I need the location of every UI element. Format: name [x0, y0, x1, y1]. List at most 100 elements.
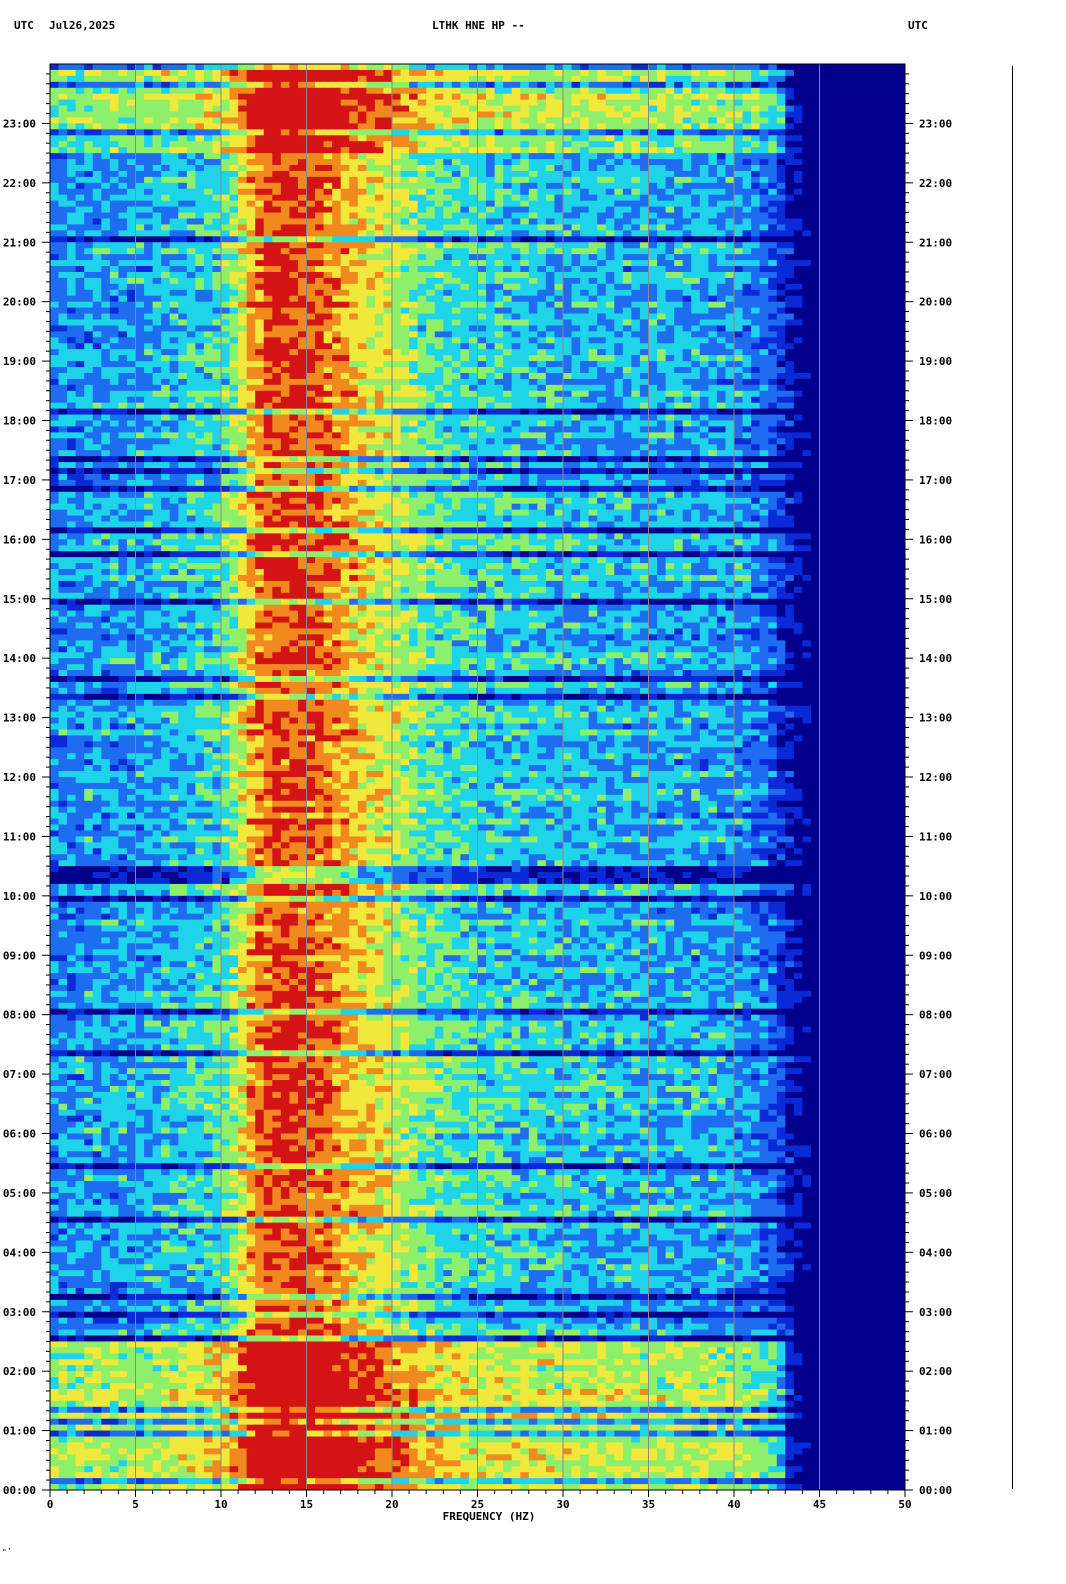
heatmap-cell: [537, 176, 547, 184]
heatmap-cell: [58, 343, 68, 350]
heatmap-cell: [674, 248, 684, 255]
heatmap-cell: [768, 123, 778, 130]
heatmap-cell: [451, 69, 461, 77]
heatmap-cell: [144, 218, 154, 226]
heatmap-cell: [417, 313, 427, 321]
heatmap-cell: [426, 81, 436, 89]
heatmap-cell: [605, 307, 615, 315]
heatmap-cell: [195, 212, 205, 220]
heatmap-cell: [802, 236, 812, 243]
heatmap-cell: [195, 295, 205, 303]
heatmap-cell: [768, 75, 778, 83]
heatmap-cell: [614, 301, 624, 309]
heatmap-cell: [494, 188, 504, 196]
heatmap-cell: [58, 337, 68, 344]
heatmap-cell: [340, 301, 350, 309]
heatmap-cell: [101, 325, 111, 332]
heatmap-cell: [768, 242, 778, 249]
heatmap-cell: [118, 75, 128, 83]
heatmap-cell: [819, 182, 829, 190]
heatmap-cell: [272, 218, 282, 226]
heatmap-cell: [144, 325, 154, 332]
heatmap-cell: [614, 289, 624, 297]
heatmap-cell: [280, 212, 290, 220]
heatmap-cell: [682, 325, 692, 332]
heatmap-cell: [614, 81, 624, 89]
heatmap-cell: [896, 200, 905, 208]
heatmap-cell: [468, 325, 479, 332]
heatmap-cell: [486, 87, 496, 95]
heatmap-cell: [263, 331, 273, 338]
heatmap-cell: [152, 87, 162, 95]
heatmap-cell: [161, 64, 171, 71]
heatmap-cell: [836, 93, 846, 101]
heatmap-cell: [862, 307, 872, 315]
heatmap-cell: [169, 105, 179, 113]
heatmap-cell: [426, 69, 436, 77]
heatmap-cell: [887, 224, 898, 231]
heatmap-cell: [785, 170, 795, 178]
heatmap-cell: [580, 81, 590, 89]
heatmap-cell: [67, 141, 77, 148]
heatmap-cell: [853, 230, 863, 237]
heatmap-cell: [135, 307, 145, 315]
heatmap-cell: [50, 343, 60, 350]
heatmap-cell: [186, 165, 196, 172]
heatmap-cell: [238, 188, 248, 196]
heatmap-cell: [896, 206, 905, 214]
heatmap-cell: [400, 230, 410, 237]
heatmap-cell: [357, 230, 367, 237]
heatmap-cell: [203, 99, 214, 107]
heatmap-cell: [896, 159, 905, 166]
heatmap-cell: [92, 81, 102, 89]
heatmap-cell: [520, 153, 530, 160]
heatmap-cell: [605, 75, 615, 83]
heatmap-cell: [460, 206, 470, 214]
heatmap-cell: [793, 206, 803, 214]
heatmap-cell: [657, 355, 667, 362]
heatmap-cell: [468, 200, 479, 208]
heatmap-cell: [528, 277, 538, 285]
heatmap-cell: [306, 117, 316, 125]
heatmap-cell: [50, 355, 60, 362]
heatmap-cell: [306, 218, 316, 226]
heatmap-cell: [870, 99, 880, 107]
heatmap-cell: [109, 64, 119, 71]
heatmap-cell: [144, 182, 154, 190]
heatmap-cell: [879, 123, 889, 130]
heatmap-cell: [708, 206, 718, 214]
heatmap-cell: [528, 93, 538, 101]
heatmap-cell: [537, 153, 547, 160]
heatmap-cell: [409, 343, 419, 350]
heatmap-cell: [614, 295, 624, 303]
heatmap-cell: [50, 165, 60, 172]
heatmap-cell: [563, 135, 573, 142]
heatmap-cell: [366, 182, 376, 190]
heatmap-cell: [400, 141, 410, 148]
heatmap-cell: [109, 129, 119, 136]
heatmap-cell: [571, 147, 581, 154]
heatmap-cell: [810, 283, 821, 291]
heatmap-cell: [648, 129, 658, 136]
heatmap-cell: [50, 266, 60, 273]
heatmap-cell: [58, 301, 68, 309]
heatmap-cell: [400, 319, 410, 327]
heatmap-cell: [289, 75, 299, 83]
heatmap-cell: [828, 117, 838, 125]
heatmap-cell: [263, 69, 273, 77]
heatmap-cell: [708, 277, 718, 285]
heatmap-cell: [503, 224, 513, 231]
heatmap-cell: [528, 236, 538, 243]
heatmap-cell: [297, 93, 308, 101]
heatmap-cell: [870, 159, 880, 166]
heatmap-cell: [751, 266, 761, 273]
heatmap-cell: [289, 271, 299, 279]
heatmap-cell: [109, 200, 119, 208]
heatmap-cell: [178, 218, 188, 226]
heatmap-cell: [409, 277, 419, 285]
heatmap-cell: [614, 99, 624, 107]
heatmap-cell: [742, 159, 752, 166]
heatmap-cell: [92, 313, 102, 321]
heatmap-cell: [751, 331, 761, 338]
heatmap-cell: [734, 254, 744, 261]
